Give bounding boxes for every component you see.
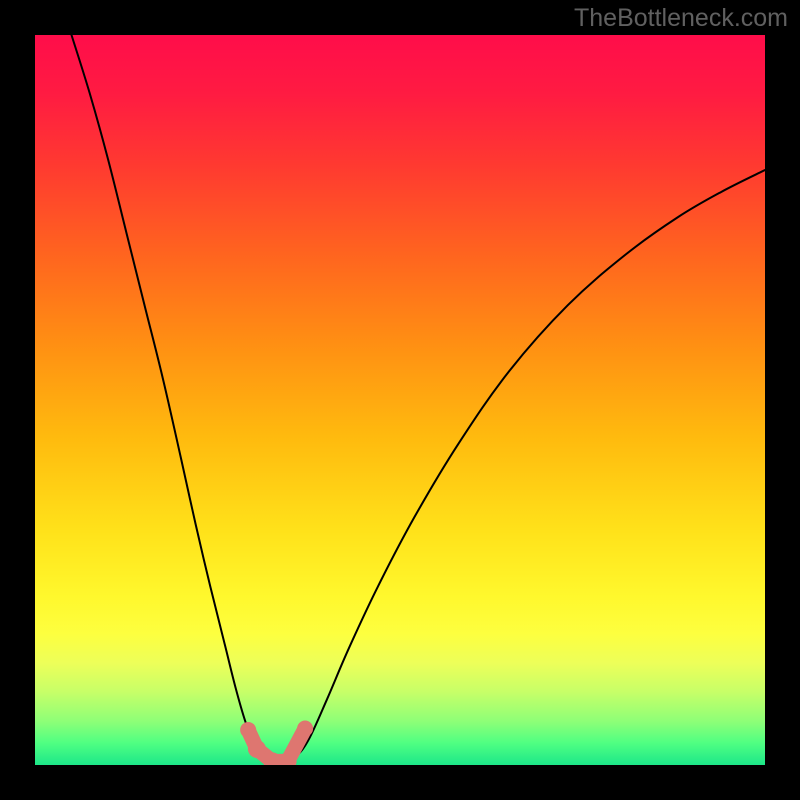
chart-container: TheBottleneck.com: [0, 0, 800, 800]
plot-area: [35, 35, 765, 765]
marker-point: [240, 722, 256, 738]
watermark-text: TheBottleneck.com: [574, 4, 788, 33]
marker-point: [248, 740, 266, 758]
bottleneck-curve-chart: [35, 35, 765, 765]
marker-point: [297, 721, 313, 737]
